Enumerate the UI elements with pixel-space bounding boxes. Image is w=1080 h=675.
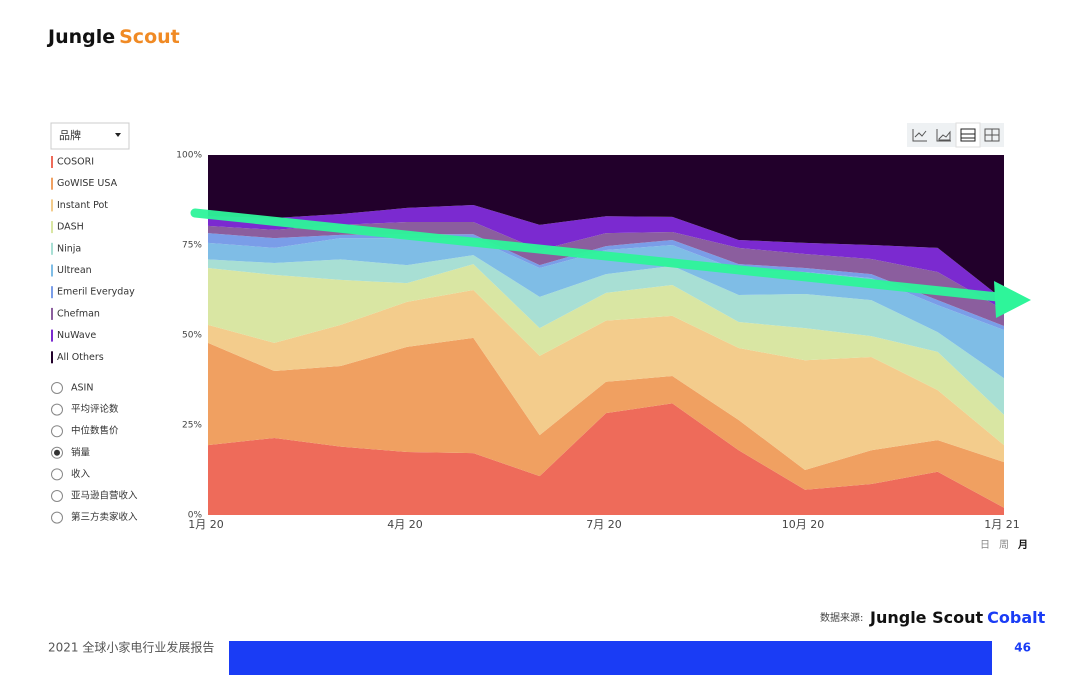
- radio[interactable]: [51, 511, 63, 524]
- radio[interactable]: [51, 382, 63, 394]
- x-tick-label: 10月 20: [782, 518, 825, 531]
- radio-label: 第三方卖家收入: [71, 511, 138, 523]
- logo-b: Scout: [119, 26, 180, 48]
- trend-arrow: [190, 208, 1031, 318]
- dropdown[interactable]: [50, 122, 130, 150]
- legend-label: NuWave: [57, 330, 96, 341]
- x-tick-label: 1月 20: [188, 518, 224, 531]
- area: [208, 221, 1004, 326]
- area: [208, 255, 1004, 415]
- x-tick-label: 1月 21: [984, 518, 1020, 531]
- area: [208, 337, 1004, 508]
- legend-swatch: [51, 307, 53, 320]
- footer-bar: [229, 641, 992, 675]
- legend-swatch: [51, 351, 53, 364]
- arrow-shaft: [190, 208, 1003, 302]
- legend-label: Emeril Everyday: [57, 287, 135, 298]
- arrow-head: [994, 281, 1031, 318]
- area: [208, 155, 1004, 301]
- legend-swatch: [51, 177, 53, 190]
- legend-label: Chefman: [57, 308, 100, 319]
- radio-label: 中位数售价: [71, 425, 119, 437]
- radio-label: ASIN: [71, 383, 93, 394]
- icon-stack[interactable]: [960, 128, 976, 142]
- legend-label: GoWISE USA: [57, 178, 118, 189]
- period-toggle[interactable]: 周: [999, 539, 1009, 551]
- radio-dot: [54, 449, 60, 456]
- source-label: 数据来源:: [820, 611, 863, 624]
- radio-label: 收入: [71, 468, 91, 480]
- legend-label: Instant Pot: [57, 200, 108, 211]
- legend-label: Ninja: [57, 243, 81, 254]
- legend-swatch: [51, 199, 53, 212]
- period-toggle[interactable]: 月: [1017, 539, 1028, 551]
- legend-swatch: [51, 286, 53, 299]
- radio[interactable]: [51, 425, 63, 438]
- radio-label: 亚马逊自营收入: [71, 490, 138, 502]
- legend-swatch: [51, 156, 53, 168]
- radio[interactable]: [51, 490, 63, 502]
- x-tick-label: 4月 20: [387, 518, 423, 531]
- legend-swatch: [51, 242, 53, 255]
- icon-line[interactable]: [912, 129, 927, 142]
- radio-label: 销量: [71, 446, 91, 458]
- radio[interactable]: [51, 468, 63, 481]
- area: [208, 290, 1004, 470]
- y-tick-label: 25%: [182, 421, 202, 431]
- y-tick-label: 0%: [188, 511, 203, 521]
- legend-label: Ultrean: [57, 265, 92, 276]
- dropdown-caret: [115, 133, 121, 137]
- dropdown-label: 品牌: [59, 128, 81, 142]
- y-tick-label: 75%: [182, 241, 202, 251]
- area: [208, 205, 1004, 311]
- logo: Jungle Scout: [46, 26, 180, 48]
- brand-a: Jungle Scout: [869, 608, 983, 627]
- icon-area[interactable]: [936, 129, 951, 142]
- icon-tree[interactable]: [984, 128, 1000, 142]
- legend-swatch: [51, 329, 53, 342]
- legend-label: COSORI: [57, 157, 94, 168]
- legend-swatch: [51, 221, 53, 234]
- view-icons: [907, 122, 1004, 148]
- area: [208, 264, 1004, 446]
- logo-a: Jungle: [46, 26, 115, 48]
- icon-active[interactable]: [955, 122, 981, 148]
- y-tick-label: 50%: [182, 331, 202, 341]
- radio-label: 平均评论数: [71, 403, 119, 415]
- report-title: 2021 全球小家电行业发展报告: [48, 640, 214, 655]
- legend-swatch: [51, 264, 53, 277]
- legend-label: All Others: [57, 352, 104, 363]
- x-tick-label: 7月 20: [586, 518, 622, 531]
- radio[interactable]: [51, 403, 63, 416]
- brand-b: Cobalt: [987, 608, 1045, 627]
- page-number: 46: [1014, 641, 1031, 655]
- area: [208, 233, 1004, 330]
- area: [208, 403, 1004, 515]
- period-toggle[interactable]: 日: [980, 540, 990, 551]
- legend-label: DASH: [57, 222, 84, 233]
- source-brand: Jungle Scout Cobalt: [869, 608, 1046, 627]
- y-tick-label: 100%: [176, 151, 202, 161]
